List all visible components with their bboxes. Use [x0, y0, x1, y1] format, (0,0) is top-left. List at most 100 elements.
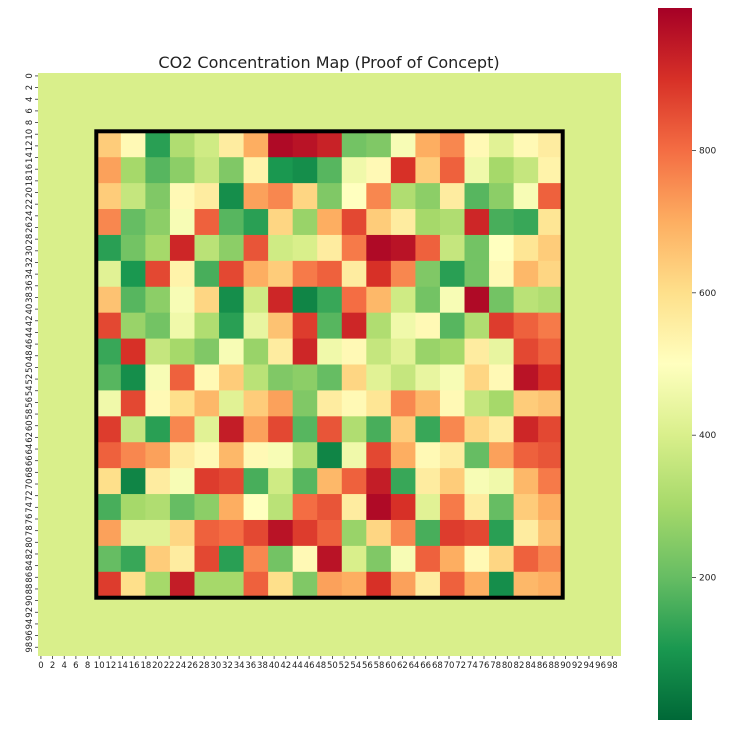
heatmap-cell	[439, 494, 466, 521]
x-tick-label: 66	[420, 661, 431, 671]
heatmap-cell	[243, 545, 269, 573]
heatmap-cell	[341, 260, 367, 288]
x-tick-label: 96	[595, 661, 606, 671]
heatmap-cell	[439, 519, 466, 547]
heatmap-cell	[317, 468, 343, 495]
x-tick-label: 64	[409, 661, 420, 671]
heatmap-cell	[513, 183, 539, 210]
heatmap-cell	[169, 571, 196, 599]
heatmap-cell	[489, 494, 515, 521]
x-tick-label: 44	[292, 661, 303, 671]
y-tick-label: 58	[25, 409, 35, 420]
heatmap-cell	[390, 545, 417, 573]
heatmap-cell	[489, 286, 515, 314]
x-tick-label: 32	[222, 661, 233, 671]
heatmap-cell	[292, 183, 318, 210]
heatmap-cell	[219, 416, 245, 443]
y-tick-label: 50	[25, 362, 35, 373]
heatmap-cell	[366, 312, 392, 340]
heatmap-cell	[341, 183, 367, 210]
heatmap-cell	[120, 545, 146, 573]
heatmap-cell	[292, 260, 318, 288]
heatmap-cell	[489, 442, 515, 469]
heatmap-cell	[120, 468, 146, 495]
y-tick-label: 52	[25, 374, 35, 385]
heatmap-cell	[317, 571, 343, 599]
heatmap-cell	[366, 571, 392, 599]
heatmap-cell	[96, 209, 122, 236]
heatmap-cell	[194, 519, 220, 547]
heatmap-cell	[243, 209, 269, 236]
heatmap-cell	[169, 442, 196, 469]
heatmap-cell	[513, 494, 539, 521]
heatmap-cell	[120, 338, 146, 366]
heatmap-cell	[415, 260, 441, 288]
heatmap-cell	[169, 260, 196, 288]
heatmap-cell	[464, 390, 490, 417]
heatmap-cell	[169, 519, 196, 547]
heatmap-cell	[292, 571, 318, 599]
heatmap-cell	[538, 494, 564, 521]
heatmap-cell	[96, 416, 122, 443]
y-tick-label: 98	[25, 642, 35, 653]
heatmap-cell	[366, 390, 392, 417]
heatmap-cell	[464, 234, 490, 262]
heatmap-cell	[538, 519, 564, 547]
heatmap-cell	[341, 545, 367, 573]
heatmap-cell	[489, 183, 515, 210]
heatmap-cell	[169, 209, 196, 236]
heatmap-cell	[464, 131, 490, 158]
heatmap-cell	[366, 545, 392, 573]
heatmap-cell	[268, 157, 294, 184]
y-tick-label: 24	[25, 210, 35, 221]
heatmap-cell	[145, 338, 171, 366]
heatmap-cell	[390, 364, 417, 392]
heatmap-cell	[341, 364, 367, 392]
heatmap-cell	[317, 183, 343, 210]
heatmap-cell	[243, 286, 269, 314]
heatmap-cell	[513, 390, 539, 417]
heatmap-cell	[489, 519, 515, 547]
heatmap-cell	[96, 364, 122, 392]
heatmap-cell	[366, 157, 392, 184]
heatmap-cell	[219, 131, 245, 158]
heatmap-cell	[317, 364, 343, 392]
heatmap-cell	[317, 312, 343, 340]
heatmap-cell	[194, 416, 220, 443]
heatmap-cell	[489, 312, 515, 340]
x-tick-label: 30	[210, 661, 221, 671]
heatmap-cell	[169, 312, 196, 340]
x-tick-label: 46	[304, 661, 315, 671]
heatmap-cell	[366, 364, 392, 392]
heatmap-cell	[513, 545, 539, 573]
x-tick-label: 76	[479, 661, 490, 671]
x-tick-label: 82	[514, 661, 525, 671]
heatmap-cell	[268, 545, 294, 573]
heatmap-cell	[390, 157, 417, 184]
heatmap-cell	[120, 312, 146, 340]
heatmap-cell	[538, 157, 564, 184]
heatmap-cell	[341, 234, 367, 262]
heatmap-cell	[439, 131, 466, 158]
heatmap-cell	[415, 468, 441, 495]
x-tick-label: 12	[105, 661, 116, 671]
heatmap-cell	[439, 468, 466, 495]
heatmap-cell	[145, 468, 171, 495]
colorbar-tick-label: 800	[699, 146, 716, 156]
heatmap-cell	[439, 312, 466, 340]
y-tick-label: 28	[25, 234, 35, 245]
heatmap-cell	[415, 519, 441, 547]
colorbar-tick-label: 400	[699, 431, 716, 441]
heatmap-cell	[219, 183, 245, 210]
heatmap-cell	[292, 442, 318, 469]
heatmap-cell	[513, 157, 539, 184]
heatmap-cell	[341, 286, 367, 314]
heatmap-cell	[243, 468, 269, 495]
heatmap-cell	[145, 442, 171, 469]
heatmap-cell	[292, 364, 318, 392]
heatmap-cell	[464, 364, 490, 392]
heatmap-cell	[219, 364, 245, 392]
x-tick-label: 14	[117, 661, 128, 671]
x-tick-label: 36	[245, 661, 256, 671]
heatmap-cell	[489, 364, 515, 392]
